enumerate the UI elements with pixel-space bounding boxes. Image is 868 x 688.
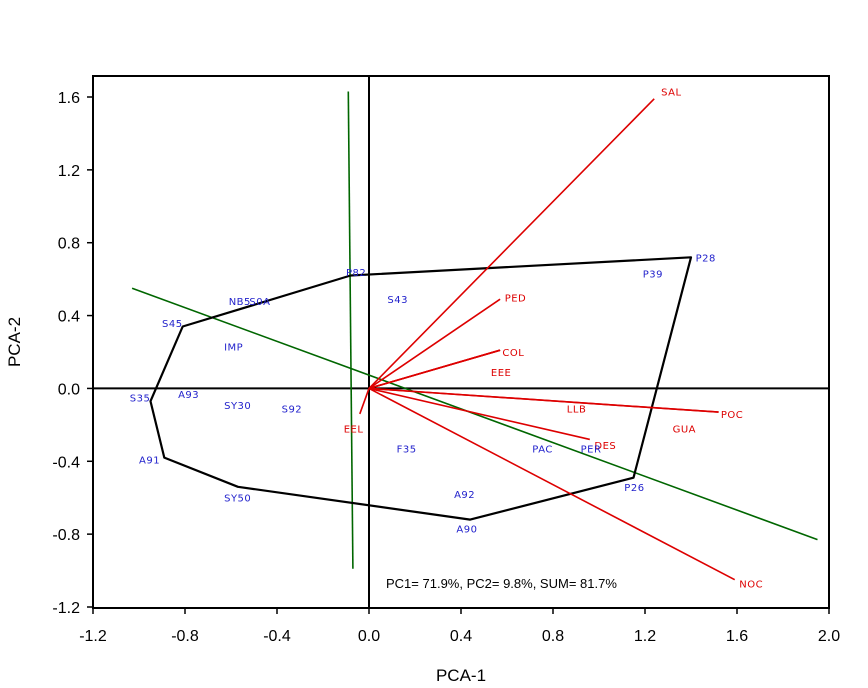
point-label-p28: P28 — [696, 253, 716, 264]
vector-eel — [359, 388, 370, 415]
vector-des — [368, 387, 590, 441]
point-label-per: PER — [581, 445, 602, 456]
x-tick-label: 2.0 — [818, 628, 840, 645]
point-label-imp: IMP — [224, 343, 243, 354]
x-tick-label: -1.2 — [79, 628, 107, 645]
point-label-sy50: SY50 — [224, 494, 251, 505]
vector-label-ped: PED — [505, 293, 527, 304]
point-label-s35: S35 — [130, 394, 151, 405]
vector-gua — [368, 387, 719, 413]
point-label-sy30: SY30 — [224, 401, 251, 412]
point-label-a93: A93 — [178, 390, 199, 401]
y-tick-label: 0.8 — [58, 236, 80, 253]
x-tick-label: -0.4 — [263, 628, 291, 645]
green-axis-lines — [131, 91, 818, 569]
vector-sal — [368, 98, 655, 389]
vector-label-col: COL — [502, 348, 524, 359]
axis-ticks: -1.2 -0.8 -0.4 0.0 0.4 0.8 1.2 1.6 2.0 -1.2 -0.8 -0… — [52, 90, 840, 645]
point-label-a91: A91 — [139, 455, 160, 466]
green-line-1 — [131, 287, 818, 541]
vector-label-sal: SAL — [661, 88, 681, 99]
zero-lines — [93, 76, 829, 608]
point-label-f35: F35 — [397, 445, 417, 456]
x-tick-label: 0.4 — [450, 628, 472, 645]
point-label-p39: P39 — [643, 270, 663, 281]
hull-outline — [149, 256, 693, 521]
y-tick-label: -1.2 — [52, 600, 80, 617]
vector-label-llb: LLB — [567, 404, 587, 415]
vector-ped — [368, 298, 501, 390]
point-label-a92: A92 — [454, 490, 475, 501]
x-tick-label: 1.2 — [634, 628, 656, 645]
vector-label-eel: EEL — [344, 425, 364, 436]
y-tick-label: 0.4 — [58, 309, 80, 326]
vector-label-gua: GUA — [673, 425, 696, 436]
x-tick-label: 0.0 — [358, 628, 380, 645]
y-axis-title: PCA-2 — [5, 317, 24, 367]
x-tick-label: 1.6 — [726, 628, 748, 645]
y-tick-label: 1.2 — [58, 163, 80, 180]
red-vectors: SAL PED COL EEE LLB POC GUA DES NOC EEL — [344, 88, 763, 591]
x-axis-title: PCA-1 — [436, 666, 486, 685]
point-label-p82: P82 — [346, 268, 366, 279]
point-label-s92: S92 — [282, 404, 303, 415]
vector-noc — [368, 387, 736, 581]
point-label-s43: S43 — [387, 295, 408, 306]
x-tick-label: -0.8 — [171, 628, 199, 645]
x-tick-label: 0.8 — [542, 628, 564, 645]
point-label-p26: P26 — [624, 483, 644, 494]
point-label-s0a: S0A — [249, 297, 270, 308]
y-tick-label: -0.8 — [52, 527, 80, 544]
point-label-pac: PAC — [532, 445, 553, 456]
convex-hull — [149, 256, 693, 521]
point-label-s45: S45 — [162, 319, 183, 330]
vector-llb — [368, 349, 501, 390]
vector-label-des: DES — [594, 441, 616, 452]
point-label-a90: A90 — [456, 525, 477, 536]
vector-label-poc: POC — [721, 410, 743, 421]
y-tick-label: 1.6 — [58, 90, 80, 107]
y-tick-label: 0.0 — [58, 381, 80, 398]
variance-annotation: PC1= 71.9%, PC2= 9.8%, SUM= 81.7% — [386, 576, 617, 591]
vector-label-noc: NOC — [739, 579, 763, 590]
vector-label-eee: EEE — [491, 368, 511, 379]
green-line-2 — [347, 91, 354, 569]
y-tick-label: -0.4 — [52, 454, 80, 471]
point-label-nb5: NB5 — [229, 297, 251, 308]
